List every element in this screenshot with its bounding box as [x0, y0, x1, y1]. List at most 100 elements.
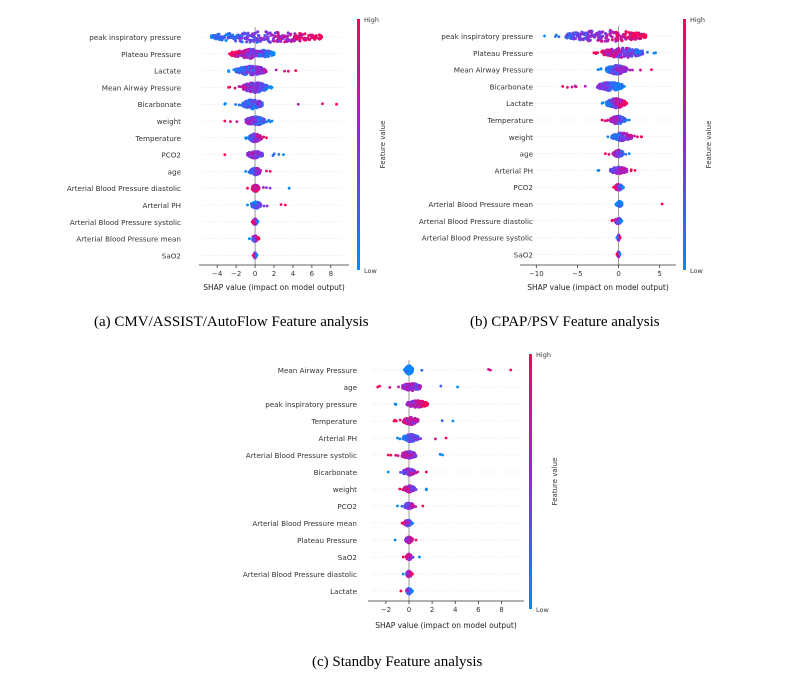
shap-dot [565, 34, 568, 37]
shap-dot [408, 440, 411, 443]
shap-dot-outlier [600, 51, 603, 54]
shap-dot [256, 167, 259, 170]
shap-dot [619, 66, 622, 69]
feature-dots-pco2 [612, 183, 625, 192]
feature-label-mean-airway-pressure: Mean Airway Pressure [102, 83, 182, 92]
colorbar [683, 19, 686, 270]
shap-dot [258, 105, 261, 108]
shap-dot [308, 38, 311, 41]
shap-dot-min [248, 237, 251, 240]
feature-label-plateau-pressure: Plateau Pressure [473, 49, 533, 58]
shap-dot [629, 34, 632, 37]
shap-dot [225, 39, 228, 42]
shap-dot [246, 53, 249, 56]
shap-dot [289, 34, 292, 37]
shap-dot [213, 34, 216, 37]
shap-dot [574, 32, 577, 35]
shap-dot [225, 33, 228, 36]
shap-dot [258, 54, 261, 57]
feature-dots-plateau-pressure [228, 48, 275, 60]
x-tick-label: −2 [231, 270, 241, 278]
shap-dot-max [622, 186, 625, 189]
shap-dot-min [387, 454, 390, 457]
shap-dot [264, 30, 267, 33]
shap-dot [604, 40, 607, 43]
shap-dot [282, 35, 285, 38]
feature-dots-temperature [244, 132, 268, 143]
shap-dot [246, 71, 249, 74]
shap-dot-max [288, 187, 291, 190]
feature-label-arterial-blood-pressure-diastolic: Arterial Blood Pressure diastolic [67, 184, 181, 193]
shap-dot [298, 37, 301, 40]
shap-dot [407, 457, 410, 460]
colorbar-low-label: Low [364, 267, 377, 275]
shap-dot [256, 154, 259, 157]
shap-dot-min [246, 187, 249, 190]
shap-dot [611, 36, 614, 39]
shap-dot-min [597, 169, 600, 172]
shap-dot [250, 55, 253, 58]
shap-dot-outlier [630, 168, 633, 171]
feature-label-age: age [344, 383, 358, 392]
shap-dot [613, 86, 616, 89]
shap-dot [633, 32, 636, 35]
shap-dot-max [257, 237, 260, 240]
shap-dot [214, 36, 217, 39]
shap-dot [419, 385, 422, 388]
shap-dot-outlier [610, 136, 613, 139]
shap-dot-min [606, 135, 609, 138]
shap-dot [619, 172, 622, 175]
shap-dot [242, 84, 245, 87]
shap-dot [263, 68, 266, 71]
shap-dot [254, 120, 257, 123]
shap-dot [621, 52, 624, 55]
shap-dot-max [634, 169, 637, 172]
shap-dot [616, 168, 619, 171]
shap-dot [248, 39, 251, 42]
shap-dot [416, 388, 419, 391]
shap-dot [599, 86, 602, 89]
feature-label-bicarbonate: Bicarbonate [490, 82, 534, 91]
shap-dot [618, 98, 621, 101]
feature-label-mean-airway-pressure: Mean Airway Pressure [454, 66, 534, 75]
shap-dot [613, 117, 616, 120]
shap-dot-max [445, 437, 448, 440]
shap-dot [259, 40, 262, 43]
feature-dots-arterial-blood-pressure-diastolic [246, 184, 290, 193]
shap-dot [584, 33, 587, 36]
shap-dot-max [265, 136, 268, 139]
shap-dot-min [604, 152, 607, 155]
shap-dot-max [628, 152, 631, 155]
shap-dot-max [628, 119, 631, 122]
shap-dot [407, 436, 410, 439]
shap-dot [253, 187, 256, 190]
shap-dot [252, 72, 255, 75]
shap-dot [600, 40, 603, 43]
shap-dot [625, 47, 628, 50]
shap-dot-min [227, 86, 230, 89]
shap-dot [641, 35, 644, 38]
shap-dot [628, 50, 631, 53]
shap-dot [613, 70, 616, 73]
feature-dots-lactate [227, 65, 297, 77]
colorbar [357, 19, 360, 270]
shap-dot [250, 134, 253, 137]
shap-dot [401, 454, 404, 457]
shap-dot-outlier [275, 68, 278, 71]
shap-dot [568, 34, 571, 37]
shap-dot-max [284, 204, 287, 207]
shap-dot-outlier [571, 86, 574, 89]
shap-dot-outlier [604, 119, 607, 122]
shap-dot [621, 170, 624, 173]
shap-dot-min [251, 220, 254, 223]
shap-dot-max [625, 102, 628, 105]
feature-label-sao2: SaO2 [514, 250, 533, 259]
shap-dot [253, 219, 256, 222]
shap-dot-outlier [489, 369, 492, 372]
shap-dot-max [654, 51, 657, 54]
shap-dot [246, 105, 249, 108]
feature-label-weight: weight [509, 133, 533, 142]
shap-dot-max [452, 420, 455, 423]
shap-dot [601, 35, 604, 38]
